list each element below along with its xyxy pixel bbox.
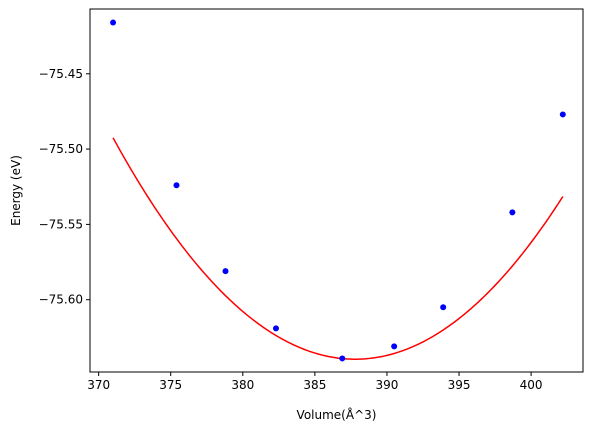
x-tick-label: 390	[376, 378, 399, 392]
fit-curve-line	[112, 137, 564, 360]
x-tick-label: 370	[87, 378, 110, 392]
x-tick-label: 375	[159, 378, 182, 392]
x-tick-label: 395	[448, 378, 471, 392]
y-axis-label: Energy (eV)	[9, 155, 23, 226]
y-tick-label: −75.60	[39, 293, 83, 307]
x-tick-label: 380	[231, 378, 254, 392]
y-tick-label: −75.55	[39, 217, 83, 231]
fit-curve-layer	[112, 137, 564, 360]
x-tick-label: 400	[520, 378, 543, 392]
data-point	[559, 111, 566, 118]
x-tick-label: 385	[303, 378, 326, 392]
data-point	[222, 268, 229, 275]
data-points-layer	[110, 19, 566, 362]
data-point	[391, 343, 398, 350]
y-tick-label: −75.50	[39, 142, 83, 156]
x-axis-ticks: 370 375 380 385 390 395 400	[87, 372, 543, 392]
y-tick-label: −75.45	[39, 67, 83, 81]
y-axis-ticks: −75.45 −75.50 −75.55 −75.60	[39, 67, 90, 307]
data-point	[440, 304, 447, 311]
data-point	[173, 182, 180, 189]
plot-frame	[89, 8, 584, 373]
data-point	[509, 209, 516, 216]
data-point	[272, 325, 279, 332]
x-axis-label: Volume(Å^3)	[297, 407, 377, 422]
data-point	[110, 19, 117, 26]
data-point	[339, 355, 346, 362]
